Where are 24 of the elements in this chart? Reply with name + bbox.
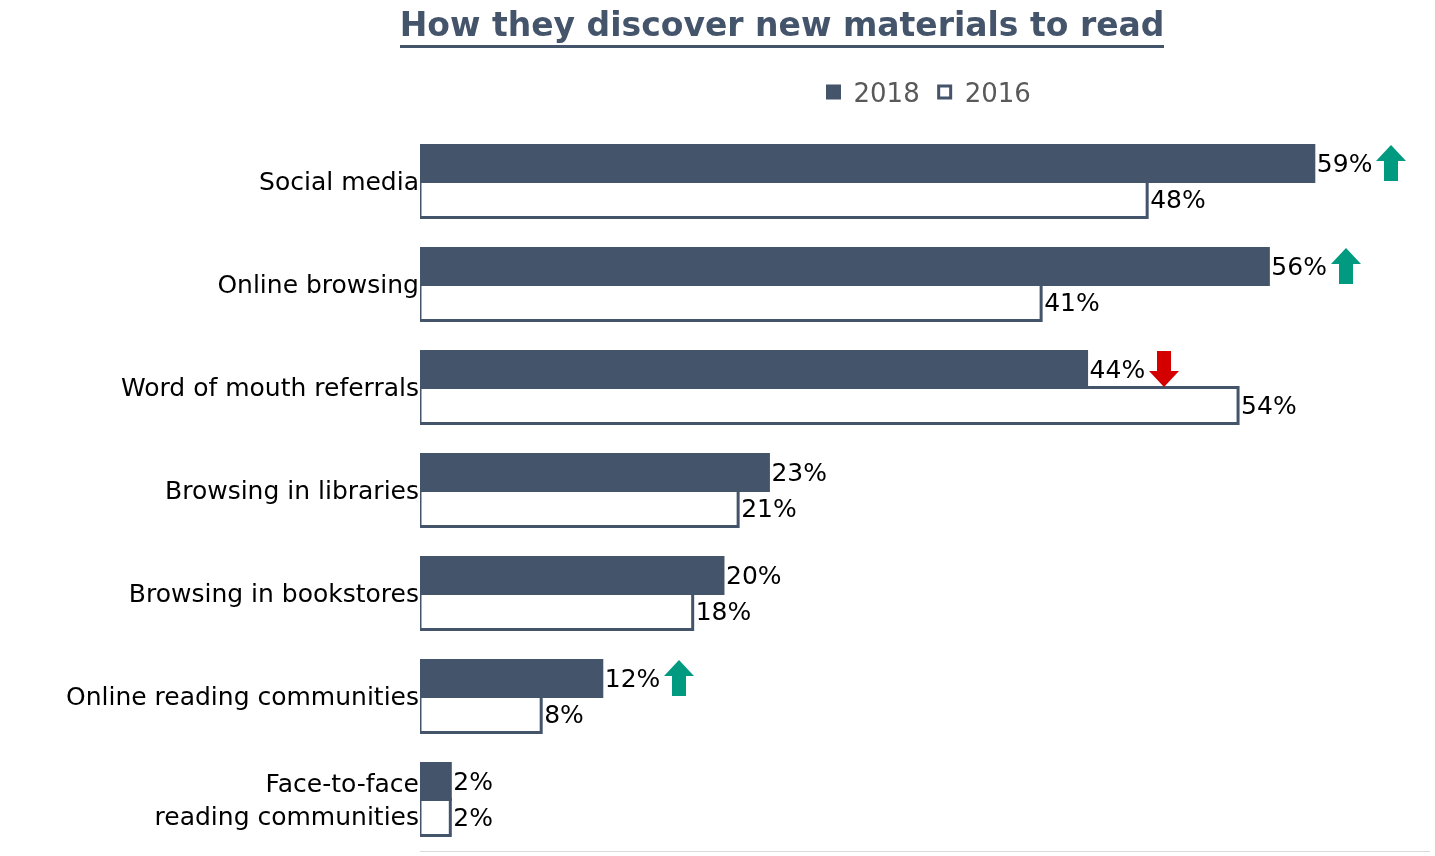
data-label: 20%	[725, 560, 782, 590]
data-label: 41%	[1044, 288, 1100, 318]
y-tick-label: Online reading communities	[65, 682, 419, 712]
chart-title: How they discover new materials to read	[399, 4, 1165, 44]
data-label: 54%	[1241, 391, 1297, 421]
data-label: 2%	[453, 766, 493, 796]
data-label: 21%	[741, 494, 797, 524]
y-tick-label: Face-to-face reading communities	[154, 769, 419, 831]
data-label: 8%	[544, 700, 584, 730]
y-tick-label: Browsing in bookstores	[128, 579, 419, 609]
y-tick-label: Word of mouth referrals	[120, 373, 419, 403]
data-label: 56%	[1271, 251, 1327, 281]
data-label: 2%	[453, 803, 493, 833]
data-label: 12%	[604, 663, 661, 693]
y-tick-label: Browsing in libraries	[165, 476, 419, 506]
data-label: 23%	[771, 457, 828, 487]
data-label: 59%	[1316, 148, 1373, 178]
data-label: 18%	[695, 597, 752, 627]
data-label: 44%	[1089, 354, 1146, 384]
legend-label: 2016	[964, 78, 1031, 109]
data-label: 48%	[1150, 185, 1206, 215]
legend-label: 2018	[853, 78, 920, 109]
y-tick-label: Online browsing	[217, 270, 419, 300]
y-tick-label: Social media	[259, 167, 419, 197]
